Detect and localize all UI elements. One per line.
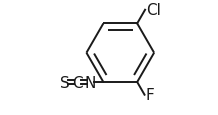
Text: F: F — [146, 87, 154, 102]
Text: S: S — [60, 75, 69, 90]
Text: N: N — [85, 75, 96, 90]
Text: C: C — [72, 75, 83, 90]
Text: Cl: Cl — [146, 3, 161, 18]
